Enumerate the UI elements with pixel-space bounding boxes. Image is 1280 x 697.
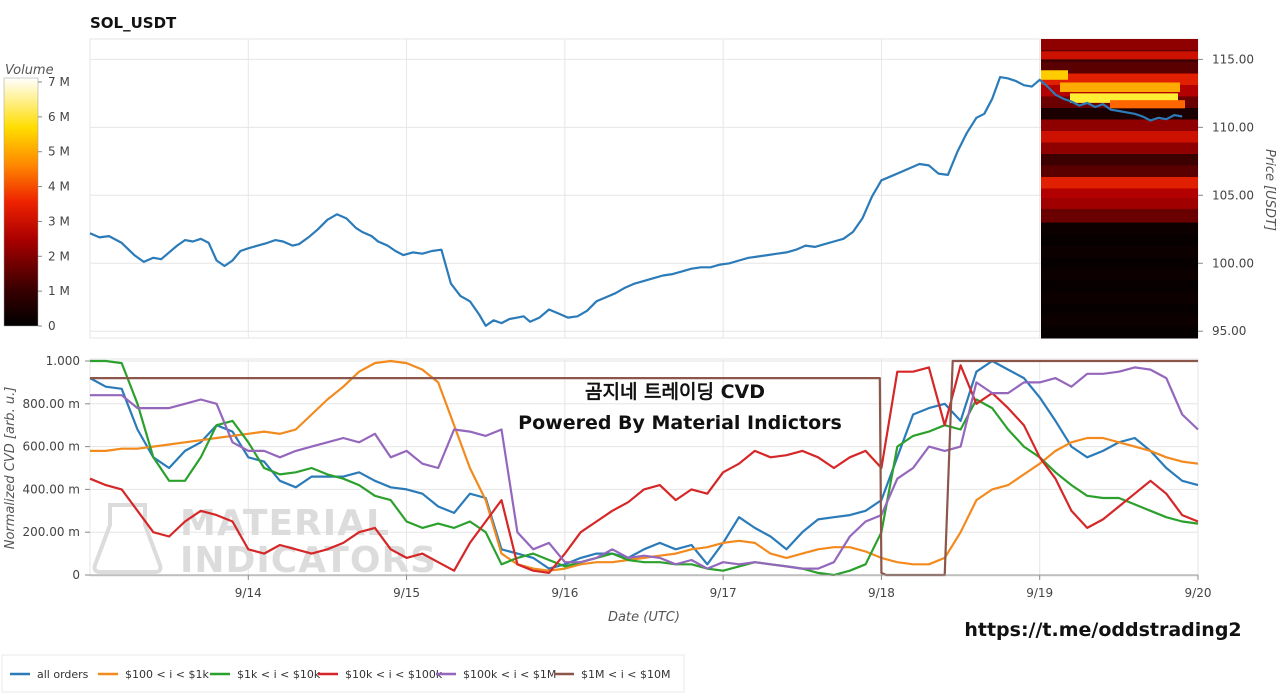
telegram-url: https://t.me/oddstrading2: [964, 619, 1241, 641]
colorbar-tick-label: 4 M: [48, 180, 70, 194]
flask-icon: [92, 503, 163, 574]
heatmap-band: [1041, 142, 1198, 155]
cvd-panel: MATERIAL INDICATORS 0 200.00 m 400.00 m 600…: [3, 354, 1211, 625]
heatmap-band: [1041, 39, 1198, 51]
heatmap-band: [1041, 280, 1198, 293]
heatmap-band: [1041, 269, 1198, 281]
volume-heatmap: [1041, 39, 1198, 339]
cvd-tick-label: 800.00 m: [23, 397, 81, 411]
date-tick-label: 9/16: [551, 586, 578, 600]
heatmap-band: [1041, 154, 1198, 166]
colorbar-gradient: [3, 77, 39, 327]
watermark-line1: MATERIAL: [180, 503, 390, 544]
price-tick-label: 95.00: [1212, 324, 1246, 338]
cvd-tick-label: 400.00 m: [23, 482, 81, 496]
date-tick-label: 9/15: [393, 586, 420, 600]
cvd-tick-label: 1.000: [46, 354, 80, 368]
cvd-series-line-2: [90, 359, 1199, 577]
date-tick-label: 9/20: [1185, 586, 1212, 600]
heatmap-hot-cell: [1070, 93, 1178, 103]
heatmap-band: [1041, 315, 1198, 327]
heatmap-band: [1041, 223, 1198, 235]
cvd-series-line-4: [90, 366, 1199, 570]
cvd-tick-label: 0: [72, 568, 80, 582]
colorbar-tick-label: 3 M: [48, 214, 70, 228]
heatmap-band: [1041, 131, 1198, 143]
heatmap-band: [1041, 62, 1198, 74]
colorbar-ticks: 0 1 M 2 M 3 M 4 M 5 M 6 M 7 M: [38, 75, 70, 333]
heatmap-hot-cell: [1041, 51, 1198, 60]
cvd-y-axis: 0 200.00 m 400.00 m 600.00 m 800.00 m 1.000: [23, 354, 90, 582]
date-tick-label: 9/17: [710, 586, 737, 600]
price-tick-label: 115.00: [1212, 52, 1254, 66]
heatmap-band: [1041, 108, 1198, 120]
colorbar-tick-label: 7 M: [48, 75, 70, 89]
legend-label: $1M < i < $10M: [581, 668, 670, 681]
heatmap-band: [1041, 257, 1198, 270]
cvd-axis-label: Normalized CVD [arb. u.]: [3, 387, 18, 550]
legend: all orders $100 < i < $1k $1k < i < $10k $1…: [1, 654, 685, 693]
legend-label: $10k < i < $100k: [345, 668, 443, 681]
price-tick-label: 105.00: [1212, 188, 1254, 202]
heatmap-band: [1041, 292, 1198, 304]
price-axis-label: Price [USDT]: [1262, 149, 1277, 231]
colorbar-tick-label: 2 M: [48, 249, 70, 263]
price-tick-label: 100.00: [1212, 256, 1254, 270]
colorbar-title: Volume: [5, 63, 54, 78]
cvd-series-line-1: [90, 359, 1199, 572]
colorbar-tick-label: 6 M: [48, 110, 70, 124]
cvd-tick-label: 200.00 m: [23, 525, 81, 539]
date-tick-label: 9/18: [868, 586, 895, 600]
legend-label: all orders: [37, 668, 89, 681]
price-series-line: [89, 75, 1183, 327]
heatmap-hot-cell: [1110, 100, 1185, 109]
cvd-line-series: [89, 359, 1199, 577]
heatmap-band: [1041, 165, 1198, 178]
overlay-korean-title: 곰지네 트레이딩 CVD: [585, 381, 765, 403]
heatmap-band: [1041, 188, 1198, 201]
price-panel-frame: [89, 38, 1199, 339]
heatmap-band: [1041, 234, 1198, 247]
legend-label: $100k < i < $1M: [463, 668, 556, 681]
heatmap-hot-cell: [1041, 211, 1198, 223]
date-tick-label: 9/14: [235, 586, 262, 600]
heatmap-band: [1041, 303, 1198, 316]
colorbar-tick-label: 0: [48, 319, 56, 333]
heatmap-band: [1041, 246, 1198, 258]
date-axis-label: Date (UTC): [608, 610, 680, 625]
price-chart-title: SOL_USDT: [90, 14, 177, 32]
material-indicators-watermark: MATERIAL INDICATORS: [92, 503, 437, 581]
heatmap-hot-cell: [1041, 198, 1198, 209]
volume-colorbar: Volume 0 1 M 2 M 3 M 4 M 5 M 6 M 7 M: [3, 63, 70, 333]
overlay-powered-by: Powered By Material Indictors: [518, 412, 842, 434]
cvd-x-axis: 9/14 9/15 9/16 9/17 9/18 9/19 9/20: [90, 574, 1212, 600]
heatmap-hot-cell: [1060, 82, 1180, 93]
price-line-series: [89, 75, 1183, 327]
heatmap-hot-cell: [1041, 70, 1068, 80]
price-grid: [90, 39, 1198, 338]
colorbar-tick-label: 5 M: [48, 145, 70, 159]
heatmap-band: [1041, 119, 1198, 132]
colorbar-tick-label: 1 M: [48, 284, 70, 298]
heatmap-band: [1041, 177, 1198, 189]
legend-label: $100 < i < $1k: [125, 668, 209, 681]
cvd-series-line-0: [89, 359, 1199, 570]
legend-label: $1k < i < $10k: [237, 668, 321, 681]
date-tick-label: 9/19: [1026, 586, 1053, 600]
price-y-axis: 95.00 100.00 105.00 110.00 115.00: [1198, 52, 1254, 338]
heatmap-band: [1041, 326, 1198, 339]
cvd-panel-frame: [89, 358, 1199, 577]
price-tick-label: 110.00: [1212, 120, 1254, 134]
cvd-series-line-3: [89, 364, 1199, 575]
price-panel: 95.00 100.00 105.00 110.00 115.00 Price [USD…: [89, 38, 1277, 339]
watermark-line2: INDICATORS: [180, 540, 437, 581]
cvd-tick-label: 600.00 m: [23, 440, 81, 454]
